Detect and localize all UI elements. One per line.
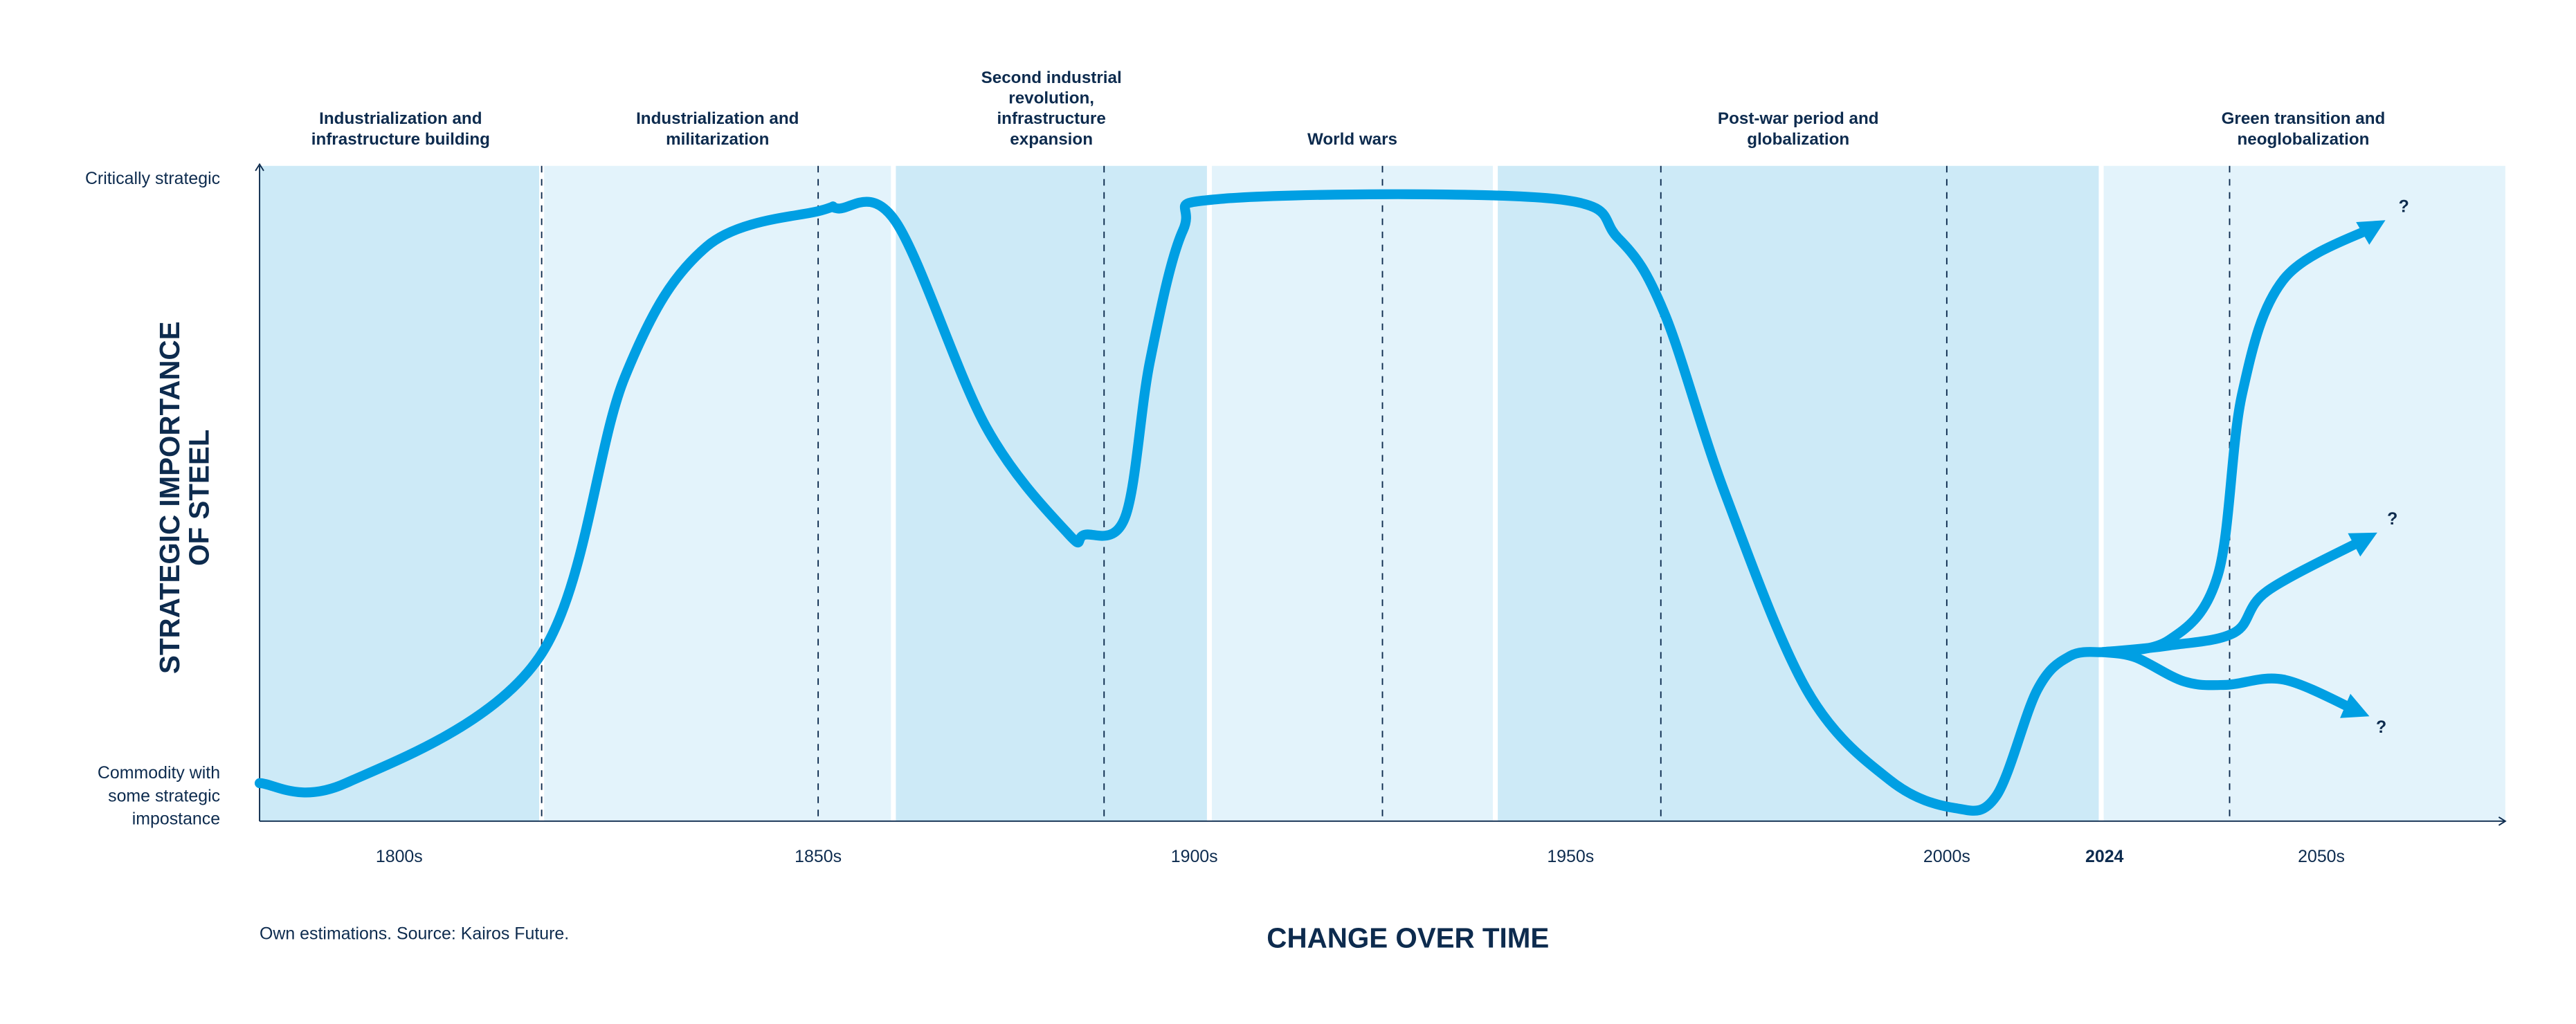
era-bands — [260, 165, 2505, 821]
x-tick-label: 2000s — [1923, 847, 1970, 866]
labels: Industrialization and infrastructure buil… — [85, 68, 2409, 866]
era-band — [1212, 165, 1493, 821]
era-label: globalization — [1747, 130, 1849, 149]
scenario-question-mark: ? — [2399, 196, 2409, 216]
scenario-question-mark: ? — [2376, 717, 2386, 737]
era-label: revolution, — [1008, 89, 1094, 108]
y-axis-title: STRATEGIC IMPORTANCE OF STEEL — [154, 321, 215, 674]
curves — [254, 189, 2386, 816]
era-label: infrastructure — [997, 109, 1105, 128]
era-label: Second industrial — [981, 68, 1122, 87]
x-tick-label: 1950s — [1547, 847, 1594, 866]
x-axis-title: CHANGE OVER TIME — [1267, 922, 1549, 954]
era-label: World wars — [1307, 130, 1397, 149]
era-band — [544, 165, 891, 821]
scenario-curve — [2098, 221, 2379, 657]
y-axis-title-line-1: STRATEGIC IMPORTANCE — [154, 321, 185, 674]
era-label: Industrialization and — [319, 109, 482, 128]
y-tick-label: Critically strategic — [85, 169, 220, 188]
y-tick-label: impostance — [132, 810, 220, 829]
axes — [255, 163, 2507, 826]
era-band — [896, 165, 1207, 821]
historical-curve — [254, 189, 2108, 816]
y-axis-arrow-icon — [255, 163, 264, 172]
era-label: expansion — [1010, 130, 1093, 149]
era-label: infrastructure building — [311, 130, 490, 149]
era-label: Post-war period and — [1718, 109, 1879, 128]
x-tick-label: 2024 — [2085, 847, 2124, 866]
era-label: Industrialization and — [636, 109, 799, 128]
x-tick-label: 1800s — [376, 847, 423, 866]
era-band — [260, 165, 540, 821]
scenario-curve — [2098, 647, 2363, 716]
source-note: Own estimations. Source: Kairos Future. — [260, 924, 569, 944]
dashed-lines — [541, 165, 2231, 821]
scenario-question-mark: ? — [2387, 509, 2397, 529]
era-band — [1498, 165, 2099, 821]
x-tick-label: 1850s — [795, 847, 842, 866]
y-tick-label: Commodity with — [98, 763, 220, 783]
y-axis-title-line-2: OF STEEL — [183, 430, 215, 566]
x-axis-arrow-icon — [2498, 816, 2507, 826]
era-label: Green transition and — [2222, 109, 2386, 128]
era-label: militarization — [666, 130, 769, 149]
y-tick-label: some strategic — [108, 786, 220, 805]
era-label: neoglobalization — [2237, 130, 2369, 149]
scenario-curve — [2098, 533, 2371, 657]
x-tick-label: 1900s — [1171, 847, 1218, 866]
x-tick-label: 2050s — [2298, 847, 2345, 866]
era-band — [2103, 165, 2505, 821]
